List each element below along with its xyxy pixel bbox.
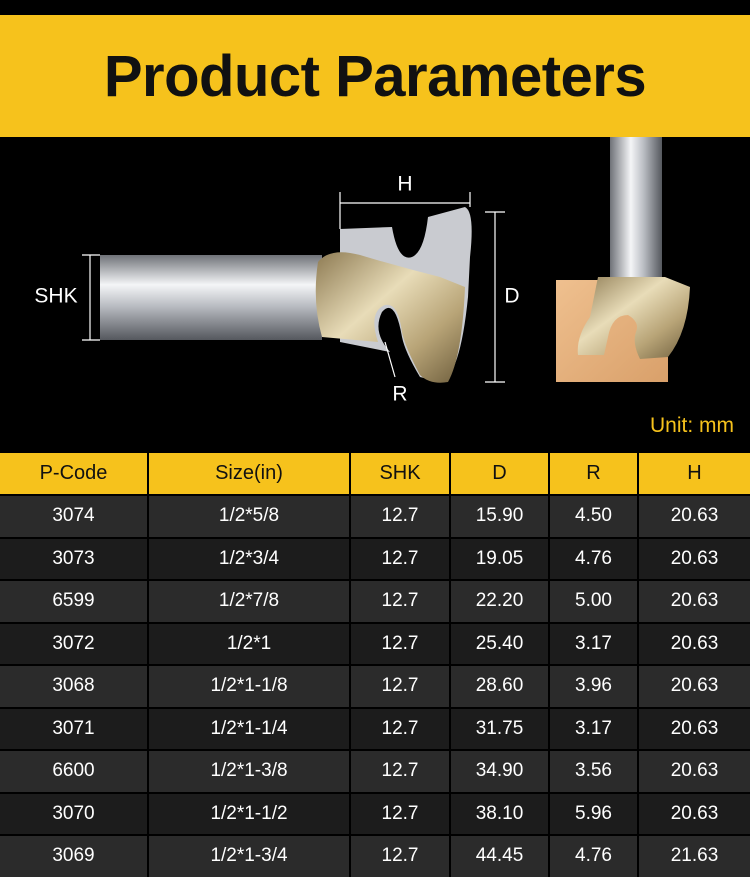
table-cell: 20.63 <box>637 536 750 580</box>
column-header: D <box>449 453 549 495</box>
table-cell: 12.7 <box>349 621 450 665</box>
table-cell: 3.96 <box>548 664 638 708</box>
column-header: SHK <box>349 453 450 495</box>
table-cell: 12.7 <box>349 834 450 877</box>
table-cell: 3071 <box>0 706 148 750</box>
column-header: R <box>548 453 638 495</box>
table-cell: 19.05 <box>449 536 549 580</box>
cutter-body <box>315 252 465 383</box>
table-cell: 12.7 <box>349 536 450 580</box>
table-cell: 20.63 <box>637 749 750 793</box>
table-cell: 31.75 <box>449 706 549 750</box>
cutter-right <box>577 277 690 359</box>
table-cell: 4.76 <box>548 536 638 580</box>
table-cell: 20.63 <box>637 621 750 665</box>
spec-table: P-Code Size(in) SHK D R H 3074 1/2*5/8 12.7 15.9… <box>0 453 750 877</box>
table-cell: 21.63 <box>637 834 750 877</box>
table-cell: 12.7 <box>349 749 450 793</box>
table-cell: 4.50 <box>548 494 638 538</box>
table-cell: 3074 <box>0 494 148 538</box>
unit-label: Unit: mm <box>650 414 734 437</box>
table-cell: 1/2*1-3/4 <box>147 834 350 877</box>
table-cell: 20.63 <box>637 494 750 538</box>
product-diagram: H D SHK R <box>34 137 690 406</box>
column-header: Size(in) <box>147 453 350 495</box>
table-cell: 12.7 <box>349 494 450 538</box>
table-cell: 28.60 <box>449 664 549 708</box>
dimension-lines <box>82 192 505 383</box>
table-cell: 25.40 <box>449 621 549 665</box>
table-cell: 3068 <box>0 664 148 708</box>
table-cell: 4.76 <box>548 834 638 877</box>
table-cell: 34.90 <box>449 749 549 793</box>
table-cell: 1/2*1-3/8 <box>147 749 350 793</box>
table-cell: 20.63 <box>637 706 750 750</box>
table-cell: 20.63 <box>637 579 750 623</box>
table-row: 3072 1/2*1 12.7 25.40 3.17 20.63 <box>0 621 750 665</box>
table-row: 3070 1/2*1-1/2 12.7 38.10 5.96 20.63 <box>0 791 750 835</box>
table-cell: 1/2*1-1/2 <box>147 791 350 835</box>
page-title: Product Parameters <box>103 43 647 109</box>
column-header: H <box>637 453 750 495</box>
table-cell: 3070 <box>0 791 148 835</box>
column-header: P-Code <box>0 453 148 495</box>
table-row: 3073 1/2*3/4 12.7 19.05 4.76 20.63 <box>0 536 750 580</box>
table-cell: 22.20 <box>449 579 549 623</box>
table-cell: 12.7 <box>349 664 450 708</box>
table-row: 3071 1/2*1-1/4 12.7 31.75 3.17 20.63 <box>0 706 750 750</box>
dim-h: H <box>397 173 412 196</box>
shank <box>100 255 322 340</box>
table-cell: 1/2*1-1/4 <box>147 706 350 750</box>
table-cell: 5.00 <box>548 579 638 623</box>
table-cell: 1/2*1 <box>147 621 350 665</box>
table-cell: 20.63 <box>637 791 750 835</box>
table-row: 6599 1/2*7/8 12.7 22.20 5.00 20.63 <box>0 579 750 623</box>
table-cell: 1/2*5/8 <box>147 494 350 538</box>
header-row: P-Code Size(in) SHK D R H <box>0 453 750 495</box>
table-cell: 1/2*7/8 <box>147 579 350 623</box>
table-cell: 3073 <box>0 536 148 580</box>
banner: Product Parameters <box>0 15 750 137</box>
dim-shk: SHK <box>34 285 77 308</box>
table-row: 3068 1/2*1-1/8 12.7 28.60 3.96 20.63 <box>0 664 750 708</box>
shank-vertical <box>610 137 662 282</box>
table-cell: 1/2*3/4 <box>147 536 350 580</box>
table-cell: 3072 <box>0 621 148 665</box>
table-cell: 3.17 <box>548 706 638 750</box>
table-row: 3069 1/2*1-3/4 12.7 44.45 4.76 21.63 <box>0 834 750 877</box>
table-cell: 1/2*1-1/8 <box>147 664 350 708</box>
table-cell: 3069 <box>0 834 148 877</box>
table-row: 6600 1/2*1-3/8 12.7 34.90 3.56 20.63 <box>0 749 750 793</box>
table-cell: 20.63 <box>637 664 750 708</box>
table-cell: 6600 <box>0 749 148 793</box>
table-cell: 15.90 <box>449 494 549 538</box>
table-cell: 5.96 <box>548 791 638 835</box>
table-cell: 3.17 <box>548 621 638 665</box>
table-cell: 12.7 <box>349 579 450 623</box>
table-cell: 38.10 <box>449 791 549 835</box>
table-cell: 6599 <box>0 579 148 623</box>
table-cell: 12.7 <box>349 791 450 835</box>
table-cell: 3.56 <box>548 749 638 793</box>
table-row: 3074 1/2*5/8 12.7 15.90 4.50 20.63 <box>0 494 750 538</box>
table-cell: 44.45 <box>449 834 549 877</box>
table-cell: 12.7 <box>349 706 450 750</box>
dim-r: R <box>392 383 407 406</box>
dim-d: D <box>504 285 519 308</box>
